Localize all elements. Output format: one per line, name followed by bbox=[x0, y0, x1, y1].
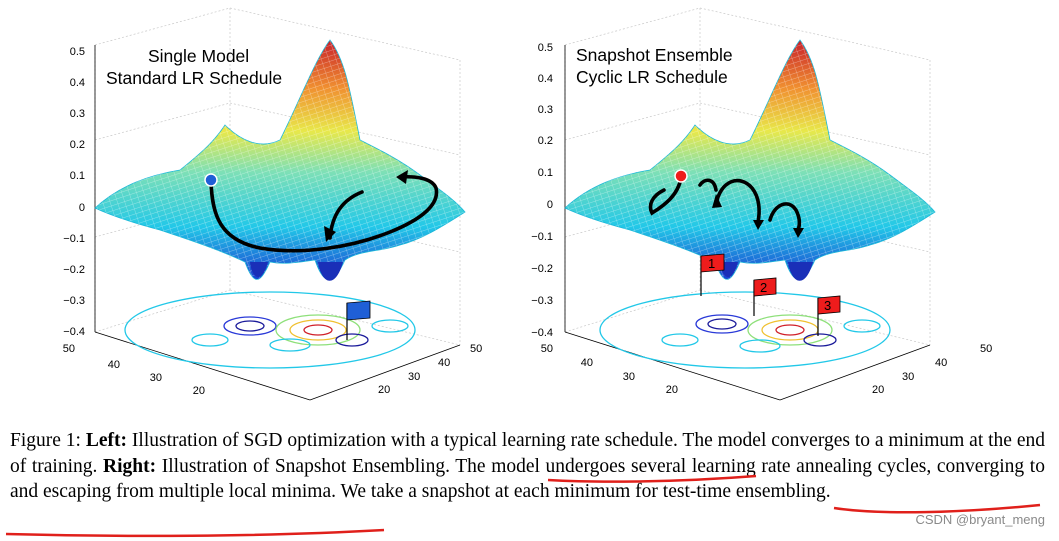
y-tick: 30 bbox=[150, 372, 162, 384]
z-tick: −0.3 bbox=[531, 295, 553, 307]
right-z-axis: 0.5 0.4 0.3 0.2 0.1 0 −0.1 −0.2 −0.3 −0.… bbox=[531, 42, 553, 339]
z-tick: −0.3 bbox=[63, 295, 85, 307]
snapshot-flag-2: 2 bbox=[753, 277, 777, 316]
right-contour-plot bbox=[599, 291, 891, 369]
z-tick: 0.3 bbox=[70, 108, 85, 120]
left-z-axis: 0.5 0.4 0.3 0.2 0.1 0 −0.1 −0.2 −0.3 −0.… bbox=[63, 46, 85, 338]
flag-label: 3 bbox=[824, 298, 831, 313]
z-tick: −0.2 bbox=[531, 263, 553, 275]
right-x-axis: 50 40 30 20 bbox=[872, 343, 992, 396]
right-title-line1: Snapshot Ensemble bbox=[576, 45, 733, 65]
y-tick: 30 bbox=[623, 371, 635, 383]
right-loss-surface bbox=[564, 39, 936, 281]
left-path-arrowhead bbox=[324, 226, 336, 242]
snapshot-ensembling-term: Snapshot Ensembling bbox=[274, 455, 446, 477]
caption-right-pre: Illustration of bbox=[161, 455, 270, 477]
left-panel: 0.5 0.4 0.3 0.2 0.1 0 −0.1 −0.2 −0.3 −0.… bbox=[63, 7, 482, 401]
left-contour-plot bbox=[124, 291, 416, 369]
caption-right-mid: . The model undergoes several learning r… bbox=[10, 455, 1045, 503]
snapshot-sentence-b: test-time ensembling bbox=[662, 481, 826, 502]
right-panel: 0.5 0.4 0.3 0.2 0.1 0 −0.1 −0.2 −0.3 −0.… bbox=[531, 7, 992, 401]
figure-canvas: 0.5 0.4 0.3 0.2 0.1 0 −0.1 −0.2 −0.3 −0.… bbox=[63, 7, 992, 401]
x-tick: 20 bbox=[872, 384, 884, 396]
left-title-line2: Standard LR Schedule bbox=[106, 68, 282, 88]
x-tick: 20 bbox=[378, 384, 390, 396]
x-tick: 30 bbox=[408, 371, 420, 383]
left-title-line1: Single Model bbox=[148, 46, 249, 66]
right-path-arrowhead bbox=[793, 228, 804, 238]
right-start-point bbox=[674, 169, 688, 183]
right-sgd-path bbox=[648, 176, 802, 232]
z-tick: −0.4 bbox=[63, 326, 85, 338]
z-tick: 0.3 bbox=[538, 104, 553, 116]
caption-label: Figure 1: bbox=[10, 430, 81, 451]
z-tick: 0 bbox=[79, 202, 85, 214]
z-tick: 0.2 bbox=[70, 139, 85, 151]
figure-caption: Figure 1: Left: Illustration of SGD opti… bbox=[10, 428, 1045, 505]
right-title-line2: Cyclic LR Schedule bbox=[576, 67, 728, 87]
left-y-axis: 50 40 30 20 bbox=[63, 343, 205, 397]
y-tick: 50 bbox=[541, 343, 553, 355]
left-minimum-flag bbox=[346, 300, 371, 340]
y-tick: 50 bbox=[63, 343, 75, 355]
z-tick: 0.1 bbox=[70, 170, 85, 182]
y-tick: 40 bbox=[108, 359, 120, 371]
left-path-arrowhead bbox=[396, 170, 408, 184]
underline-each-minimum bbox=[5, 528, 385, 538]
caption-end: . bbox=[825, 481, 831, 502]
flag-label: 2 bbox=[760, 280, 767, 295]
z-tick: −0.1 bbox=[63, 233, 85, 245]
snapshot-flag-3: 3 bbox=[817, 295, 841, 336]
z-tick: 0.5 bbox=[70, 46, 85, 58]
right-path-arrowhead bbox=[712, 194, 722, 208]
z-tick: −0.4 bbox=[531, 327, 553, 339]
z-tick: 0 bbox=[547, 199, 553, 211]
caption-left-text: Illustration of SGD optimization with a … bbox=[10, 430, 1045, 477]
z-tick: 0.4 bbox=[70, 77, 85, 89]
x-tick: 40 bbox=[438, 357, 450, 369]
snapshot-flag-1: 1 bbox=[700, 253, 725, 296]
x-tick: 30 bbox=[902, 371, 914, 383]
caption-left-bold: Left: bbox=[85, 430, 128, 451]
caption-right-bold: Right: bbox=[103, 455, 157, 477]
left-start-point bbox=[204, 173, 218, 187]
z-tick: −0.1 bbox=[531, 231, 553, 243]
x-tick: 50 bbox=[980, 343, 992, 355]
z-tick: 0.2 bbox=[538, 135, 553, 147]
z-tick: 0.4 bbox=[538, 73, 553, 85]
snapshot-sentence-a: We take a snapshot at each minimum for bbox=[340, 481, 658, 502]
right-path-arrowhead bbox=[753, 220, 764, 230]
left-x-axis: 50 40 30 20 bbox=[378, 343, 482, 396]
y-tick: 20 bbox=[193, 385, 205, 397]
right-y-axis: 50 40 30 20 bbox=[541, 343, 678, 396]
z-tick: 0.1 bbox=[538, 167, 553, 179]
flag-label: 1 bbox=[708, 256, 715, 271]
z-tick: 0.5 bbox=[538, 42, 553, 54]
x-tick: 50 bbox=[470, 343, 482, 355]
left-loss-surface bbox=[94, 39, 466, 281]
y-tick: 20 bbox=[666, 384, 678, 396]
watermark: CSDN @bryant_meng bbox=[915, 512, 1045, 527]
y-tick: 40 bbox=[581, 357, 593, 369]
z-tick: −0.2 bbox=[63, 264, 85, 276]
x-tick: 40 bbox=[935, 357, 947, 369]
